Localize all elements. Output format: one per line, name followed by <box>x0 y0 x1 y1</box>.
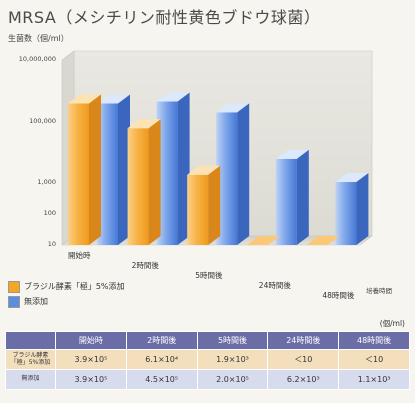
bar-enzyme-flat <box>246 236 280 245</box>
table-header-cell: 5時間後 <box>196 331 269 350</box>
y-tick-label: 10 <box>47 240 56 248</box>
bar-control-side <box>177 92 190 246</box>
x-tick-label: 開始時 <box>68 251 91 260</box>
table-header-row: 開始時 2時間後 5時間後 24時間後 48時間後 <box>5 331 410 350</box>
bar-enzyme <box>127 128 149 245</box>
legend-swatch-blue <box>8 295 20 308</box>
table-cell: 1.9×10³ <box>196 349 269 370</box>
bar-control <box>216 112 238 245</box>
bar-control-side <box>356 173 369 245</box>
bar-enzyme-side <box>208 165 221 245</box>
bar-control <box>335 182 357 245</box>
bar-control <box>97 103 118 246</box>
y-axis-label: 生菌数（個/ml） <box>8 34 69 43</box>
table-header-cell: 24時間後 <box>267 331 340 350</box>
legend-item-enzyme: ブラジル酵素「極」5%添加 <box>8 279 125 294</box>
table-cell: 3.9×10⁵ <box>55 369 127 390</box>
legend: ブラジル酵素「極」5%添加 無添加 <box>8 279 125 309</box>
legend-label-control: 無添加 <box>24 297 48 306</box>
y-tick-label: 1,000 <box>37 178 56 187</box>
bar-enzyme-top <box>68 94 101 104</box>
table-row-label: ブラジル酵素「極」5%添加 <box>5 349 56 370</box>
bar-enzyme-flat <box>306 236 340 245</box>
bar-control-top <box>275 149 309 159</box>
bar-control-top <box>97 94 130 104</box>
table-cell: ＜10 <box>338 349 410 370</box>
bar-enzyme-top <box>127 119 161 129</box>
bar-control <box>275 158 297 245</box>
table-cell: ＜10 <box>267 349 340 370</box>
bar-enzyme-side <box>89 94 101 246</box>
table-cell: 3.9×10⁵ <box>55 349 127 370</box>
table-row: 無添加 3.9×10⁵ 4.5×10⁵ 2.0×10⁵ 6.2×10³ 1.1×… <box>5 369 410 390</box>
bar-control-side <box>296 149 309 245</box>
table-row: ブラジル酵素「極」5%添加 3.9×10⁵ 6.1×10⁴ 1.9×10³ ＜1… <box>5 349 410 370</box>
bar-control-top <box>156 92 190 102</box>
table-header-cell: 開始時 <box>55 331 127 350</box>
x-tick-label: 48時間後 <box>322 291 355 300</box>
x-tick-label: 2時間後 <box>131 261 159 270</box>
data-table: 開始時 2時間後 5時間後 24時間後 48時間後 ブラジル酵素「極」5%添加 … <box>5 331 410 390</box>
bar-enzyme-side <box>148 119 161 245</box>
bar-control <box>156 101 178 246</box>
table-cell: 1.1×10³ <box>338 369 410 390</box>
bar-chart <box>61 50 373 246</box>
y-tick-label: 100 <box>43 209 56 218</box>
bar-control-side <box>118 94 130 246</box>
x-tick-label: 5時間後 <box>195 271 223 280</box>
bar-enzyme-top <box>187 165 221 175</box>
bar-enzyme <box>68 103 89 246</box>
legend-label-enzyme: ブラジル酵素「極」5%添加 <box>24 282 125 291</box>
legend-item-control: 無添加 <box>8 294 125 309</box>
bar-control-top <box>335 173 369 183</box>
y-tick-label: 10,000,000 <box>18 55 56 63</box>
x-tick-label: 24時間後 <box>258 281 291 290</box>
bar-control-top <box>216 103 250 113</box>
table-header-cell: 48時間後 <box>338 331 410 350</box>
table-row-label: 無添加 <box>5 369 56 390</box>
legend-swatch-orange <box>8 280 20 293</box>
y-tick-label: 100,000 <box>29 116 56 125</box>
page-title: MRSA（メシチリン耐性黄色ブドウ球菌） <box>8 8 321 27</box>
x-axis-label: 培養時間 <box>366 287 392 295</box>
table-cell: 4.5×10⁵ <box>125 369 198 390</box>
bar-enzyme <box>187 174 209 245</box>
table-unit: (個/ml) <box>379 319 405 328</box>
table-cell: 6.1×10⁴ <box>125 349 198 370</box>
bar-control-side <box>237 103 250 245</box>
table-cell: 2.0×10⁵ <box>196 369 269 390</box>
table-header-cell <box>5 331 56 350</box>
table-header-cell: 2時間後 <box>125 331 198 350</box>
table-cell: 6.2×10³ <box>267 369 340 390</box>
